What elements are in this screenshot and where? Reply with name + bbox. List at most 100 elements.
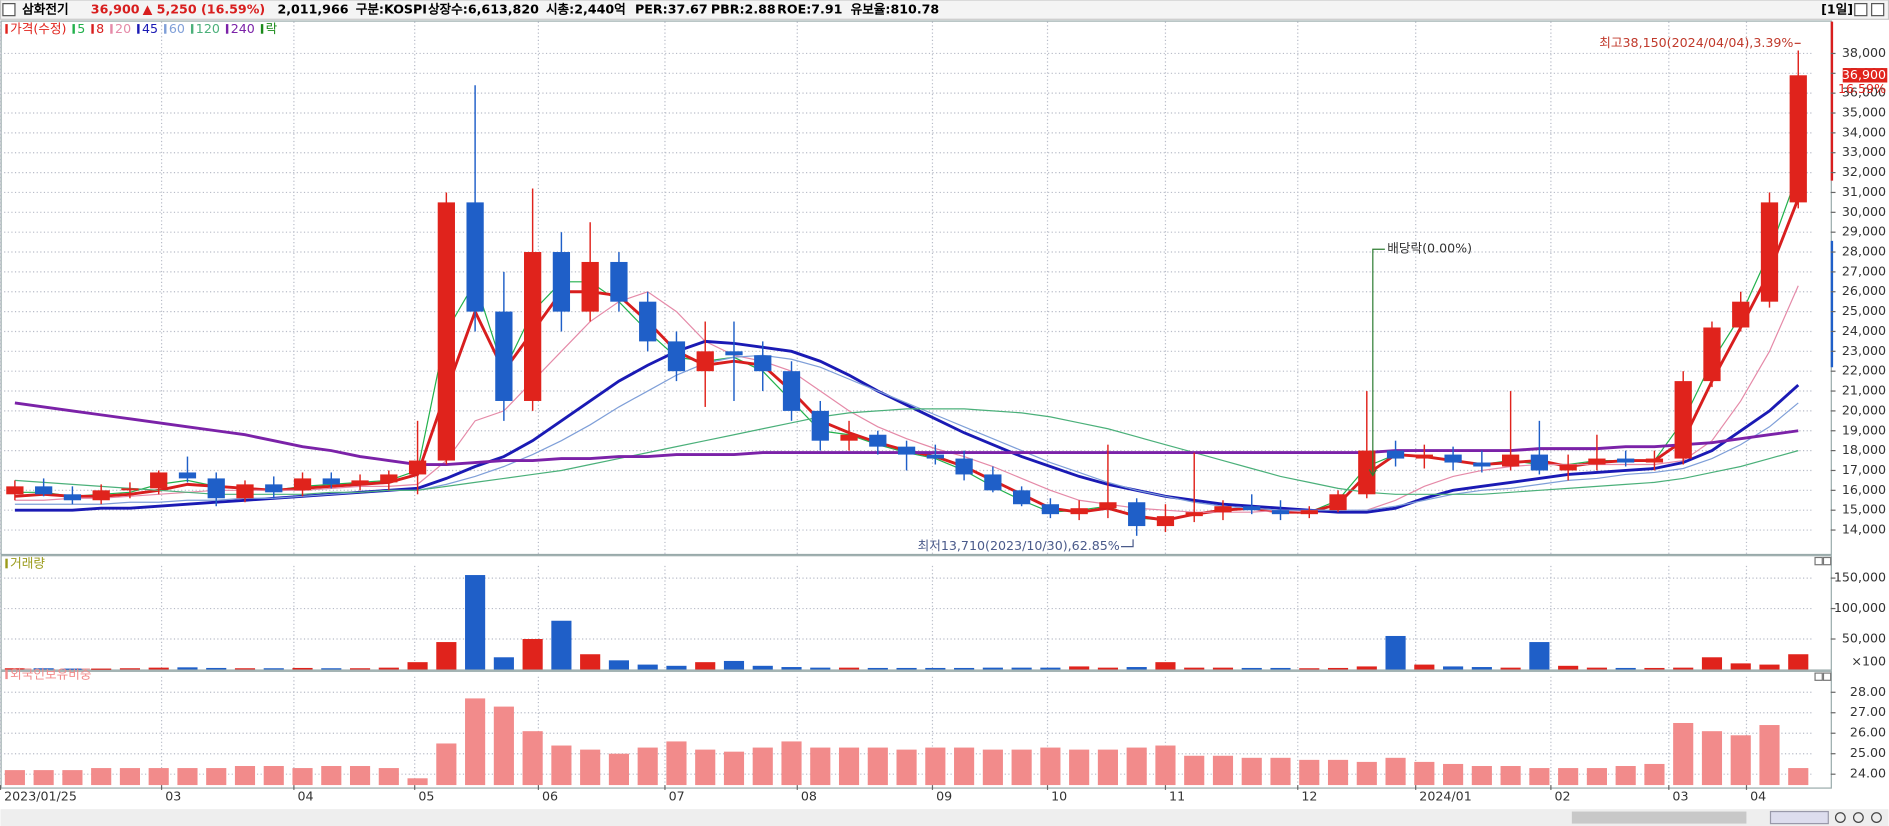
bar [206, 768, 227, 786]
y-tick-label: 19,000 [1842, 422, 1886, 437]
y-tick-label: 23,000 [1842, 343, 1886, 358]
panel-button[interactable] [1822, 556, 1832, 566]
bar [982, 667, 1003, 670]
zoom-button[interactable] [1834, 812, 1846, 823]
bar [752, 747, 773, 786]
bar [1356, 666, 1377, 670]
bar [33, 668, 54, 670]
bar [1097, 749, 1118, 786]
bar [62, 668, 83, 670]
panel-button[interactable] [1814, 556, 1823, 566]
bar [1299, 759, 1320, 786]
candle-body [1444, 454, 1462, 463]
candle-body [150, 472, 168, 489]
bar [1184, 667, 1205, 670]
scrollbar-track[interactable] [0, 809, 1889, 826]
candle-body [495, 311, 513, 401]
bar [1126, 747, 1147, 786]
legend-swatch [72, 24, 75, 34]
y-tick-label: 31,000 [1842, 184, 1886, 199]
bar [1615, 766, 1636, 786]
legend-entry: 45 [142, 21, 158, 36]
bar [1471, 766, 1492, 786]
dividend-annotation: 배당락(0.00%) [1387, 241, 1472, 256]
bar [608, 753, 629, 786]
candle-body [1501, 454, 1520, 467]
candle-body [1070, 508, 1088, 515]
y-tick-label: 16,000 [1842, 482, 1886, 497]
panel-button[interactable] [1814, 672, 1823, 681]
bar [781, 741, 802, 786]
header-period: [1일] [1821, 2, 1853, 17]
candle-body [1012, 490, 1031, 505]
header-change: ▲ 5,250 (16.59%) [143, 2, 266, 17]
candle-body [869, 434, 887, 447]
candle-body [1300, 510, 1318, 515]
bar [522, 731, 543, 786]
x-tick-label: 12 [1301, 789, 1317, 804]
zoom-button[interactable] [1871, 812, 1882, 823]
legend-entry: 락 [266, 21, 278, 36]
bar [1327, 667, 1349, 670]
bar [1615, 667, 1636, 670]
bar [1040, 667, 1061, 670]
bar [1443, 763, 1464, 786]
bar [1673, 722, 1694, 786]
bar [292, 768, 313, 786]
price-tag [1842, 68, 1888, 83]
bar [1730, 735, 1751, 786]
x-tick-label: 10 [1051, 789, 1067, 804]
window-button[interactable] [1854, 3, 1868, 17]
zoom-slider[interactable] [1769, 810, 1829, 825]
legend-entry: 8 [96, 21, 104, 36]
y-tick-label: 29,000 [1842, 224, 1886, 239]
y-tick-label: 18,000 [1842, 442, 1886, 457]
candle-body [955, 458, 973, 475]
header-cap: 시총:2,440억 [546, 2, 626, 17]
header-shares: 상장수:6,613,820 [428, 2, 539, 17]
legend-swatch [5, 24, 8, 34]
y-tick-label: 14,000 [1842, 522, 1886, 537]
legend-swatch [110, 24, 113, 34]
candle-body [1617, 458, 1635, 463]
bar [867, 747, 888, 786]
y-tick-label: 100,000 [1834, 600, 1886, 615]
annotation-arrow [1121, 539, 1134, 548]
bar [1155, 745, 1176, 786]
bar [551, 620, 572, 670]
bar [378, 768, 399, 786]
candle-body [1329, 494, 1347, 511]
bar [637, 664, 658, 670]
bar [493, 657, 514, 670]
panel-button[interactable] [1822, 672, 1832, 681]
bar [1414, 664, 1435, 670]
candle-body [984, 474, 1002, 491]
legend-entry: 120 [196, 21, 220, 36]
candle-body [1415, 454, 1433, 459]
y-tick-label: 22,000 [1842, 363, 1886, 378]
bar [1327, 759, 1349, 786]
bar [465, 575, 486, 670]
window-icon[interactable] [2, 3, 16, 17]
bar [119, 668, 141, 670]
candle-body [552, 252, 571, 312]
bar [781, 667, 802, 670]
candle-body [1760, 202, 1779, 302]
bar [1558, 665, 1579, 670]
candle-body [178, 472, 197, 479]
bar [493, 706, 514, 786]
candle-body [1271, 510, 1290, 515]
bar [1270, 667, 1291, 670]
header-name: 삼화전기 [22, 2, 68, 17]
window-button[interactable] [1871, 3, 1885, 17]
candle-body [380, 474, 398, 483]
x-tick-label: 06 [542, 789, 558, 804]
ma-line [14, 408, 1799, 495]
candle-body [236, 484, 254, 499]
scrollbar-thumb[interactable] [1571, 811, 1747, 824]
candle-body [293, 478, 312, 491]
zoom-button[interactable] [1852, 812, 1864, 823]
candle-body [1099, 502, 1117, 509]
